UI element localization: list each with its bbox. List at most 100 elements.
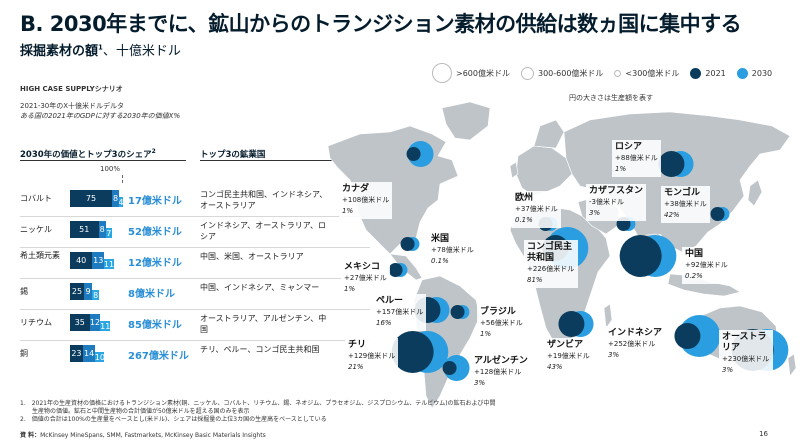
region-name: アルゼンチン [474,356,528,366]
region-name: 米国 [431,234,450,244]
bar-segment-2: 8 [112,190,120,207]
region-label-box: カナダ +108億米ドル 1% [339,182,393,219]
stacked-bar: 23 14 10 [70,345,105,362]
bar-segment-3: 11 [104,259,114,269]
map-legend: >600億米ドル 300-600億米ドル <300億米ドル 2021 2030 [432,62,778,84]
region-delta: -3億米ドル [589,198,624,206]
value-label: 12億米ドル [128,258,182,269]
table-header-share: 2030年の価値とトップ3のシェア2 [20,148,156,160]
bar-segment-3: 8 [92,290,100,300]
bar-segment-2: 8 [98,221,106,238]
region-gdp-pct: 43% [547,363,563,371]
region-label-box: 欧州 +37億米ドル 0.1% [512,191,561,228]
legend-size-large-label: >600億米ドル [456,68,510,78]
footnote-2: 2. 価値の合計は100%の生産量をベースとし(米ドル)、シェアは採掘量の上位3… [20,416,327,423]
region-name: モンゴル [664,188,701,198]
bar-segment-2: 12 [89,314,101,331]
stacked-bar: 40 13 11 [70,252,114,269]
region-name: ペルー [376,296,404,306]
region-delta: +230億米ドル [722,355,770,363]
bar-segment-1: 75 [70,190,112,207]
value-label: 267億米ドル [128,351,189,362]
row-separator [20,309,370,310]
region-label-box: アルゼンチン +128億米ドル 3% [471,354,531,391]
legend-dot-2021-icon [690,67,702,79]
bar-segment-2: 14 [82,345,96,362]
legend-circle-small-icon [614,69,622,77]
region-gdp-pct: 81% [527,276,543,284]
table-header-countries: トップ3の鉱業国 [200,150,266,160]
region-delta: +129億米ドル [348,352,396,360]
region-delta: +19億米ドル [547,352,590,360]
table-header-line-share [20,160,186,161]
region-gdp-pct: 0.1% [431,257,449,265]
bar-segment-1: 23 [70,345,83,362]
pct-100-marker [122,175,123,183]
footnote-1: 1. 2021年の生産資材の価格におけるトランジション素材(銅、ニッケル、コバル… [20,400,496,407]
region-label-box: 中国 +92億米ドル 0.2% [682,247,731,284]
region-gdp-pct: 3% [589,209,601,217]
region-gdp-pct: 3% [474,379,486,387]
subtitle-main: 採掘素材の額 [20,44,99,59]
legend-size-small: <300億米ドル [614,68,679,79]
region-gdp-pct: 1% [480,330,492,338]
region-gdp-pct: 1% [342,207,354,215]
row-separator [20,216,370,217]
legend-2021: 2021 [690,67,726,79]
top3-countries: 中国、インドネシア、ミャンマー [200,283,320,292]
legend-2021-label: 2021 [705,68,726,78]
legend-dot-2030-icon [736,67,748,79]
bubble-2021 [619,235,662,277]
bubble-2021 [674,323,701,349]
bar-segment-3: 7 [105,228,112,238]
top3-countries: オーストラリア、アルゼンチン、中国 [200,314,327,334]
region-label-box: ペルー +157億米ドル 16% [373,294,427,331]
region-delta: +92億米ドル [685,261,728,269]
region-delta: +157億米ドル [376,308,424,316]
region-gdp-pct: 3% [608,351,620,359]
source-label: 資 料： [20,432,41,439]
bar-segment-1: 51 [70,221,99,238]
region-gdp-pct: 1% [615,165,627,173]
region-name: メキシコ [344,262,381,272]
region-label-box: インドネシア +252億米ドル 3% [605,326,666,363]
stacked-bar: 75 8 4 [70,190,123,207]
scenario-label: HIGH CASE SUPPLYシナリオ [20,85,123,93]
region-gdp-pct: 3% [722,366,734,374]
row-separator [20,340,370,341]
value-label: 8億米ドル [128,289,175,300]
circle-size-note: 円の大きさは生産額を表す [569,94,653,102]
region-gdp-pct: 21% [348,363,364,371]
source-note: 資 料：McKinsey MineSpans, SMM, Fastmarkets… [20,430,266,439]
region-label-box: ブラジル +56億米ドル 1% [477,305,526,342]
row-separator [20,247,370,248]
table-row-label: リチウム [20,318,52,327]
stacked-bar: 25 9 8 [70,283,100,300]
table-row-label: ニッケル [20,225,52,234]
region-name: ザンビア [547,340,584,350]
region-label-box: チリ +129億米ドル 21% [345,338,399,375]
table-row-label: 銅 [20,349,28,358]
subtitle-unit: 、十億米ドル [102,44,181,59]
top3-countries: チリ、ペルー、コンゴ民主共和国 [200,345,320,354]
page-subtitle: 採掘素材の額1、十億米ドル [20,40,181,59]
region-name: チリ [348,340,367,350]
region-gdp-pct: 42% [664,211,680,219]
region-name: ブラジル [480,307,516,317]
table-header-share-sup: 2 [151,148,156,156]
bar-segment-2: 13 [92,252,105,269]
value-label: 85億米ドル [128,320,182,331]
footnote-1-cont: 生産物の価値。鉱石と中間生産物の合計価値が50億米ドルを超える国のみを表示 [20,408,250,415]
legend-circle-medium-icon [520,66,534,80]
region-delta: +252億米ドル [608,340,656,348]
region-gdp-pct: 1% [344,285,356,293]
region-gdp-pct: 16% [376,319,392,327]
bubble-2021 [450,305,465,319]
region-delta: +37億米ドル [515,205,558,213]
region-name: 中国 [685,249,704,259]
table-row-label: 錫 [20,287,28,296]
bar-segment-2: 9 [84,283,93,300]
bar-segment-3: 4 [119,197,123,207]
region-label-box: カザフスタン -3億米ドル 3% [586,184,647,221]
page-title: B. 2030年までに、鉱山からのトランジション素材の供給は数ヵ国に集中する [20,12,742,36]
